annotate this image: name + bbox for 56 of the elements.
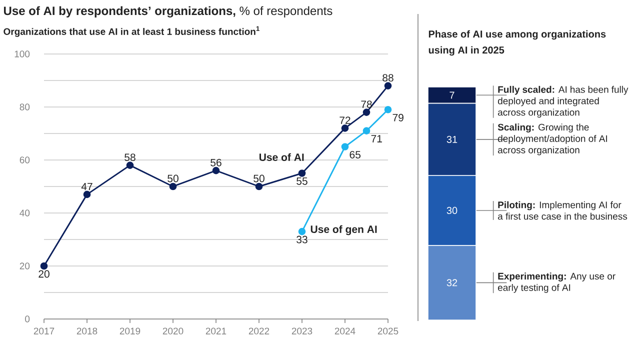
chart-title: Use of AI by respondents’ organizations, % of respondents: [4, 6, 332, 18]
text: Phase of AI use among organizations using AI in 2025: [428, 30, 606, 56]
text: Experimenting: Any use or early testing of AI: [498, 272, 616, 293]
data-label: 56: [210, 158, 222, 166]
y-tick-label: 80: [20, 104, 30, 110]
point: [341, 143, 349, 150]
data-label: 30: [446, 206, 458, 214]
data-label: 31: [446, 136, 458, 143]
point: [384, 106, 392, 114]
x-tick-label: 2018: [76, 328, 98, 334]
data-label: 7: [450, 92, 454, 99]
series-label: Use of AI: [259, 153, 304, 161]
data-label: 32: [446, 279, 458, 286]
text: Fully scaled: AI has been fully deployed and integrated across organization: [498, 86, 628, 118]
x-tick-label: 2021: [206, 328, 226, 334]
y-tick-label: 40: [20, 210, 30, 216]
series-label: Use of gen AI: [310, 225, 377, 236]
data-label: 88: [382, 74, 394, 82]
y-tick-label: 100: [14, 50, 30, 58]
data-label: 65: [350, 151, 361, 158]
text: Scaling: Growing the deployment/adoption of AI across organization: [498, 124, 607, 156]
x-tick-label: 2022: [248, 328, 270, 334]
point: [255, 182, 263, 190]
point: [384, 82, 392, 90]
data-label: 71: [371, 135, 382, 142]
data-label: 78: [361, 100, 372, 108]
point: [362, 127, 370, 135]
x-tick-label: 2020: [162, 328, 184, 334]
point: [83, 190, 91, 198]
point: [212, 166, 220, 174]
data-label: 47: [81, 182, 92, 190]
x-tick-label: 2024: [334, 328, 356, 334]
point: [362, 108, 370, 116]
x-tick-label: 2019: [120, 328, 140, 334]
data-label: 33: [296, 236, 308, 244]
point: [169, 182, 177, 190]
point: [341, 124, 349, 132]
x-tick-label: 2017: [34, 328, 54, 334]
chart-subtitle: Organizations that use AI in at least 1 business function$^{1}$: [4, 26, 260, 37]
y-tick-label: 20: [20, 262, 30, 270]
data-label: 50: [168, 174, 178, 182]
data-label: 50: [254, 174, 264, 182]
y-tick-label: 0: [25, 316, 30, 322]
point: [298, 228, 306, 236]
point: [126, 162, 134, 169]
text: Piloting: Implementing AI for a first use case in the business: [498, 201, 628, 220]
y-tick-label: 60: [20, 156, 30, 164]
data-label: 72: [340, 116, 350, 124]
data-label: 55: [296, 178, 308, 185]
x-tick-label: 2023: [292, 328, 312, 334]
x-tick-label: 2025: [378, 328, 398, 334]
point: [40, 262, 48, 270]
data-label: 20: [38, 270, 50, 278]
point: [298, 170, 306, 177]
data-label: 58: [124, 154, 136, 162]
data-label: 79: [392, 114, 404, 122]
